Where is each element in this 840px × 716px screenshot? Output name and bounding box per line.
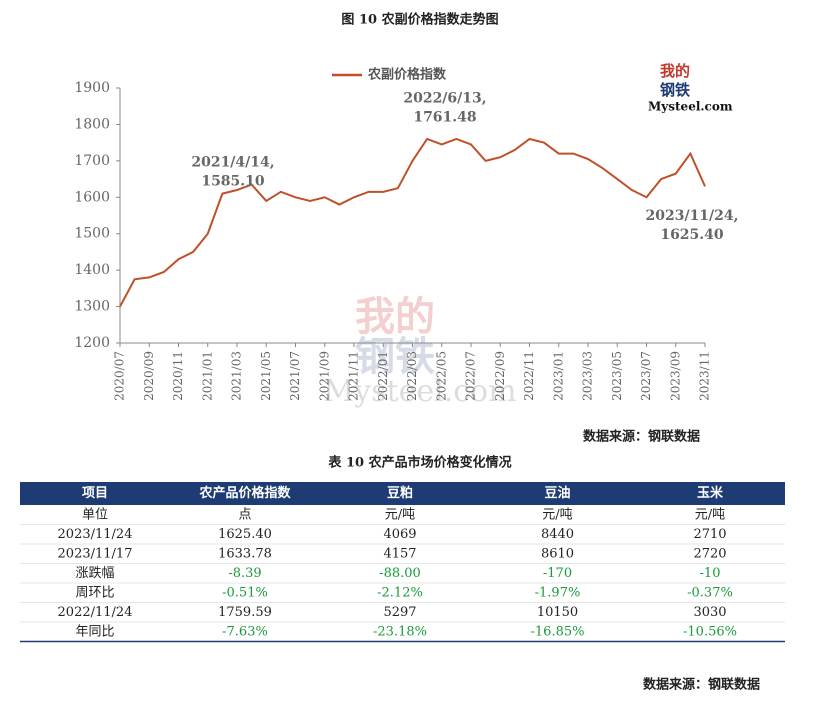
- chart-source: 数据来源：钢联数据: [583, 429, 700, 445]
- table-cell: -10.56%: [683, 624, 737, 639]
- y-tick-label: 1400: [74, 262, 110, 278]
- x-tick-label: 2020/11: [171, 351, 185, 401]
- x-tick-label: 2020/07: [113, 351, 127, 401]
- x-tick-label: 2021/03: [230, 351, 244, 401]
- table-cell: 1759.59: [218, 605, 272, 620]
- x-tick-label: 2022/01: [376, 351, 390, 401]
- table-cell: 2022/11/24: [58, 605, 133, 620]
- x-tick-label: 2022/03: [405, 351, 419, 401]
- table-cell: 周环比: [75, 585, 114, 600]
- table-cell: -10: [700, 566, 721, 581]
- table-cell: 8440: [541, 527, 574, 542]
- x-tick-label: 2022/07: [464, 351, 478, 401]
- watermark-bottom: 钢铁: [355, 333, 435, 380]
- y-tick-label: 1900: [74, 80, 110, 96]
- annotation-value: 1625.40: [660, 227, 724, 243]
- y-tick-label: 1200: [74, 335, 110, 351]
- table-cell: 2023/11/17: [58, 546, 133, 561]
- x-tick-label: 2023/07: [639, 351, 653, 401]
- chart-title: 图 10 农副价格指数走势图: [341, 12, 498, 28]
- x-tick-label: 2023/03: [581, 351, 595, 401]
- y-tick-label: 1300: [74, 299, 110, 315]
- x-tick-label: 2023/09: [668, 351, 682, 401]
- x-tick-label: 2022/11: [522, 351, 536, 401]
- x-tick-label: 2021/01: [200, 351, 214, 401]
- table-cell: -8.39: [228, 566, 261, 581]
- x-tick-label: 2023/11: [698, 351, 712, 401]
- table-cell: 1633.78: [218, 546, 272, 561]
- series-line: [119, 137, 706, 308]
- table-cell: 2710: [693, 527, 726, 542]
- annotation-text: 2022/6/13,: [403, 90, 486, 106]
- table-cell: 单位: [82, 507, 108, 522]
- table-cell: 元/吨: [385, 507, 415, 522]
- logo-bottom: 钢铁: [660, 81, 690, 99]
- x-tick-label: 2020/09: [142, 351, 156, 401]
- table-header-cell: 豆油: [544, 485, 570, 501]
- table-cell: -170: [543, 566, 572, 581]
- table-header-cell: 玉米: [697, 485, 724, 501]
- table-title: 表 10 农产品市场价格变化情况: [327, 455, 511, 471]
- table-cell: 点: [238, 507, 251, 522]
- table-cell: -0.37%: [687, 585, 733, 600]
- x-tick-label: 2021/05: [259, 351, 273, 401]
- table-cell: -23.18%: [373, 624, 427, 639]
- table-cell: 元/吨: [695, 507, 725, 522]
- table-cell: -1.97%: [535, 585, 581, 600]
- table-cell: 涨跌幅: [75, 565, 114, 581]
- table-cell: 2720: [693, 546, 726, 561]
- legend-label: 农副价格指数: [367, 67, 447, 83]
- annotation-value: 1585.10: [201, 174, 265, 190]
- table-header-cell: 农产品价格指数: [198, 485, 291, 501]
- table-cell: 元/吨: [542, 507, 572, 522]
- table-cell: 3030: [693, 605, 726, 620]
- table-cell: 8610: [541, 546, 574, 561]
- table-source: 数据来源：钢联数据: [643, 677, 760, 693]
- y-tick-label: 1800: [74, 116, 110, 132]
- table-cell: 4069: [383, 527, 416, 542]
- x-tick-label: 2023/05: [610, 351, 624, 401]
- table-cell: 1625.40: [218, 527, 272, 542]
- table-header-bg: [20, 482, 785, 505]
- table-cell: -88.00: [379, 566, 421, 581]
- annotation-value: 1761.48: [413, 109, 476, 125]
- watermark-top: 我的: [355, 293, 435, 340]
- table-cell: 4157: [383, 546, 416, 561]
- table-cell: -2.12%: [377, 585, 423, 600]
- table-header-cell: 项目: [82, 486, 108, 501]
- annotation-text: 2021/4/14,: [191, 155, 274, 171]
- logo-top: 我的: [660, 62, 690, 80]
- table-cell: 年同比: [75, 624, 114, 639]
- table-header-cell: 豆粕: [387, 485, 413, 501]
- y-tick-label: 1500: [74, 226, 110, 242]
- x-tick-label: 2023/01: [551, 351, 565, 401]
- table-cell: -0.51%: [222, 585, 268, 600]
- table-cell: 2023/11/24: [58, 527, 133, 542]
- table-cell: 5297: [383, 605, 416, 620]
- y-tick-label: 1700: [74, 153, 110, 169]
- logo-brand: Mysteel.com: [648, 100, 733, 114]
- x-tick-label: 2021/07: [288, 351, 302, 401]
- y-tick-label: 1600: [74, 189, 110, 205]
- x-tick-label: 2021/11: [347, 351, 361, 401]
- table-cell: -7.63%: [222, 624, 268, 639]
- table-cell: 10150: [537, 605, 578, 620]
- watermark-brand: Mysteel.com: [323, 374, 516, 409]
- x-tick-label: 2021/09: [317, 351, 331, 401]
- x-tick-label: 2022/09: [493, 351, 507, 401]
- x-tick-label: 2022/05: [434, 351, 448, 401]
- table-cell: -16.85%: [531, 624, 585, 639]
- annotation-text: 2023/11/24,: [645, 208, 738, 224]
